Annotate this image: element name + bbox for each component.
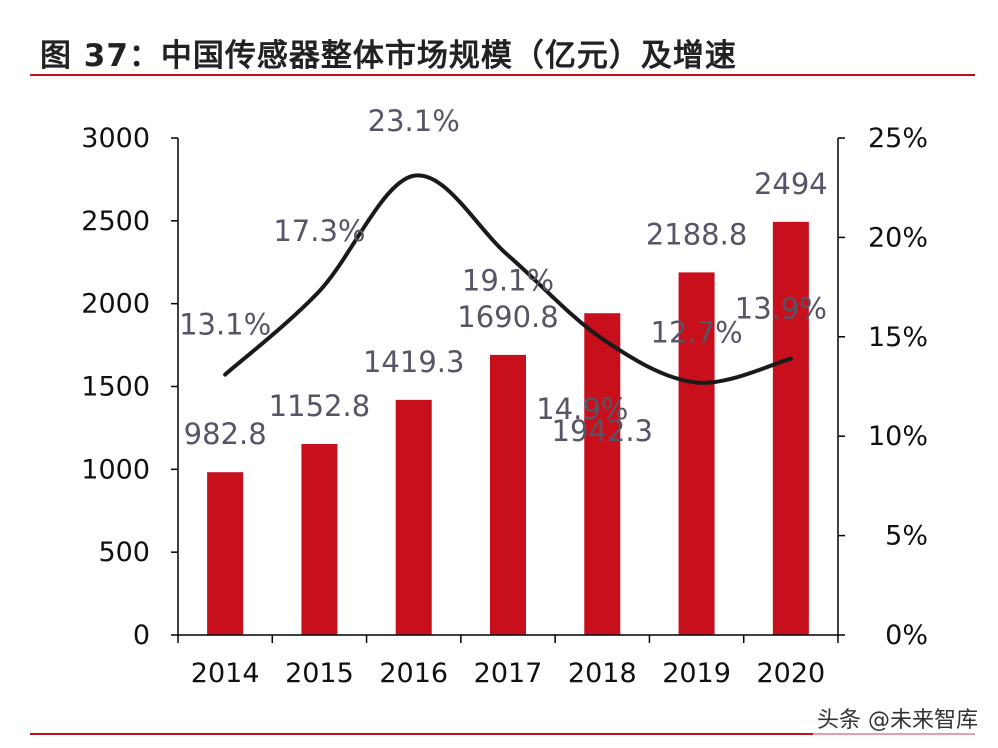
- bottom-divider: [30, 733, 975, 735]
- bar-2019: [678, 272, 715, 635]
- growth-rate-label: 23.1%: [368, 104, 460, 138]
- bar-series: [207, 221, 809, 635]
- title-divider: [30, 74, 975, 76]
- chart-axes: 0 500 1000 1500 2000 2500 3000 0% 5% 10% 15% 20% 25%…: [81, 123, 928, 689]
- growth-rate-label: 17.3%: [273, 214, 365, 248]
- bar-2015: [301, 444, 338, 635]
- growth-rate-label: 12.7%: [651, 316, 743, 350]
- bar-value-label: 1419.3: [363, 345, 464, 379]
- left-tick-label: 0: [133, 620, 150, 651]
- left-tick-label: 3000: [81, 123, 150, 154]
- x-tick-label: 2015: [285, 658, 354, 689]
- x-tick-label: 2016: [379, 658, 448, 689]
- left-tick-label: 2000: [81, 289, 150, 320]
- growth-rate-label: 19.1%: [462, 263, 554, 297]
- left-tick-label: 1500: [81, 372, 150, 403]
- left-tick-label: 1000: [81, 454, 150, 485]
- x-tick-label: 2020: [756, 658, 825, 689]
- right-tick-label: 0%: [885, 620, 928, 651]
- growth-rate-label: 13.9%: [735, 292, 827, 326]
- x-tick-label: 2014: [191, 658, 260, 689]
- bar-2020: [772, 221, 809, 635]
- right-tick-label: 15%: [868, 322, 928, 353]
- growth-rate-label: 14.9%: [536, 392, 628, 426]
- right-tick-label: 5%: [885, 521, 928, 552]
- bar-value-label: 2188.8: [646, 217, 747, 251]
- watermark: 头条 @未来智库: [813, 700, 982, 736]
- bar-2017: [490, 354, 526, 635]
- bar-2016: [395, 399, 432, 635]
- growth-rate-label: 13.1%: [179, 308, 271, 342]
- right-tick-label: 20%: [868, 222, 928, 253]
- bar-value-label: 2494: [754, 167, 828, 201]
- right-tick-label: 10%: [868, 421, 928, 452]
- x-tick-label: 2019: [662, 658, 731, 689]
- bar-2018: [584, 313, 621, 635]
- bar-value-label: 1152.8: [269, 389, 370, 423]
- bar-value-label: 1690.8: [457, 300, 558, 334]
- page-title: 图 37：中国传感器整体市场规模（亿元）及增速: [40, 38, 737, 74]
- x-tick-label: 2018: [568, 658, 637, 689]
- bar-value-label: 982.8: [184, 417, 267, 451]
- right-tick-label: 25%: [868, 123, 928, 154]
- left-tick-label: 2500: [81, 206, 150, 237]
- growth-line-series: [223, 173, 793, 385]
- bar-value-label: 1942.3: [552, 414, 653, 448]
- growth-line: [223, 173, 793, 385]
- bar-2014: [207, 472, 244, 635]
- x-tick-label: 2017: [474, 658, 543, 689]
- left-tick-label: 500: [98, 537, 150, 568]
